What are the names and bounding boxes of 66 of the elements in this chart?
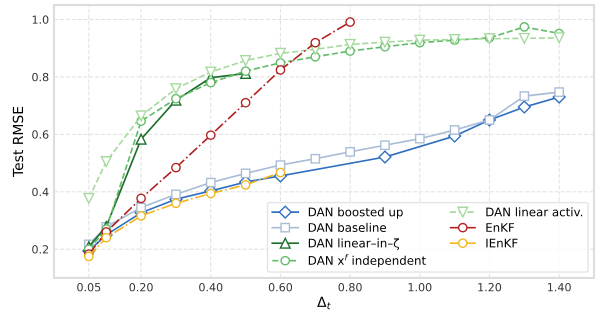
point	[379, 36, 391, 48]
point	[136, 134, 147, 145]
point	[344, 38, 356, 50]
point	[240, 98, 250, 108]
x-tick-label: 1.40	[548, 282, 571, 292]
point	[276, 168, 286, 178]
point	[276, 65, 286, 75]
point	[310, 154, 320, 164]
point	[100, 156, 112, 168]
point	[136, 110, 147, 122]
y-tick-label: 0.4	[32, 188, 49, 196]
point	[206, 78, 216, 88]
point	[84, 252, 94, 262]
point	[414, 34, 426, 46]
x-tick-label: 0.20	[129, 282, 153, 292]
point	[171, 198, 181, 208]
point	[378, 150, 392, 164]
point	[310, 38, 320, 48]
legend-label: DAN baseline	[308, 222, 386, 232]
legend-label: EnKF	[486, 223, 514, 232]
x-tick-label: 0.60	[268, 282, 292, 292]
point	[136, 211, 146, 221]
point	[450, 125, 460, 135]
point	[136, 194, 146, 204]
point	[519, 22, 530, 32]
point	[136, 202, 146, 212]
point	[310, 52, 320, 62]
point	[518, 100, 531, 114]
point	[206, 130, 216, 140]
y-tick-label: 0.6	[32, 130, 48, 139]
point	[205, 66, 216, 78]
x-tick-label: 1.20	[478, 282, 502, 292]
legend-label: DAN linear–in–ζ	[308, 238, 400, 250]
point	[171, 189, 181, 200]
x-axis-title: Δ$_{t}$	[317, 296, 331, 310]
point	[554, 32, 565, 44]
point	[380, 140, 390, 150]
point	[345, 17, 355, 27]
legend-label: IEnKF	[486, 238, 518, 248]
point	[240, 180, 250, 190]
y-tick-label: 1.0	[32, 15, 48, 24]
point	[414, 134, 425, 144]
legend-label: DAN linear activ.	[486, 207, 582, 216]
x-tick-label: 1.00	[408, 282, 432, 292]
point	[274, 48, 286, 59]
x-tick-label: 0.05	[77, 282, 100, 292]
y-tick-label: 0.8	[32, 72, 48, 82]
point	[519, 91, 530, 101]
point	[518, 32, 530, 44]
point	[206, 178, 216, 188]
legend-label: DAN x$^{f}$ independent	[308, 254, 426, 268]
point	[240, 66, 250, 76]
point	[554, 87, 564, 97]
point	[83, 192, 94, 204]
y-axis-title: Test RMSE	[12, 106, 24, 178]
x-tick-label: 0.80	[338, 282, 362, 292]
point	[206, 188, 216, 198]
point	[171, 162, 181, 173]
point	[240, 168, 250, 178]
y-tick-label: 0.2	[32, 245, 48, 254]
point	[101, 232, 112, 243]
point	[170, 83, 182, 94]
point	[345, 146, 355, 157]
legend-label: DAN boosted up	[308, 207, 403, 219]
point	[240, 54, 252, 66]
x-tick-label: 0.40	[199, 282, 222, 292]
